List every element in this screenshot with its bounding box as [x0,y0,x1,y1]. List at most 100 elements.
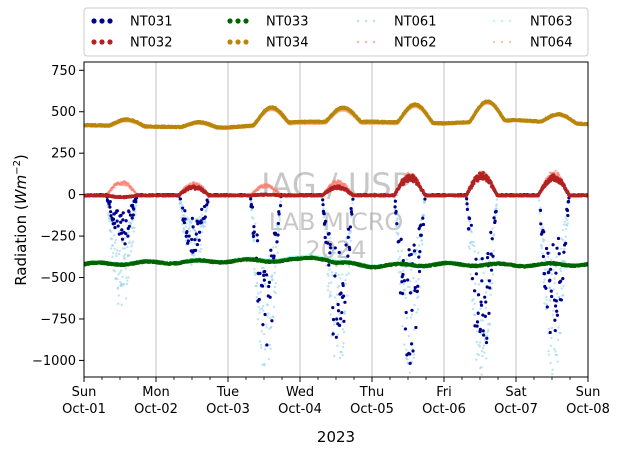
data-point [555,255,558,259]
data-point [260,307,264,310]
data-point [269,347,272,350]
data-point [405,316,409,320]
data-point [547,327,551,331]
data-point [338,356,342,360]
data-point [555,292,559,295]
data-point [111,251,115,255]
data-point [340,351,343,354]
data-point [331,248,335,251]
data-point [484,306,487,310]
data-point [398,224,401,228]
data-point [559,331,562,335]
data-point [415,280,418,283]
legend-marker [107,18,113,24]
legend-item-nt033: NT033 [227,15,308,30]
data-point [550,336,553,340]
data-point [182,228,186,231]
data-point [560,287,563,290]
data-point [418,244,421,247]
data-point [495,207,498,210]
data-point [548,299,551,302]
data-point [551,268,555,272]
data-point [276,225,280,229]
data-point [276,251,279,254]
data-point [255,296,258,299]
legend-label: NT034 [266,36,308,51]
data-point [478,341,482,344]
data-point [131,240,135,243]
data-point [267,357,271,361]
legend-item-nt062: NT062 [356,36,436,51]
data-point [397,250,400,253]
data-point [117,302,120,305]
data-point [117,252,121,256]
data-point [345,249,349,252]
data-point [117,294,121,297]
data-point [546,268,549,271]
data-point [415,248,419,252]
data-point [113,270,117,273]
data-point [117,273,120,276]
data-point [412,276,415,280]
data-point [198,216,201,219]
data-point [322,215,326,219]
data-point [271,278,274,281]
data-point [412,356,415,359]
data-point [184,225,188,228]
data-point [195,237,199,240]
data-point [257,305,261,309]
legend-label: NT033 [266,15,308,30]
legend-marker [235,39,241,45]
data-point [405,258,409,261]
data-point [346,294,349,297]
data-point [123,257,126,261]
data-point [566,224,569,227]
data-point [259,343,263,347]
data-point [537,199,541,202]
data-point [401,324,404,328]
data-point [484,291,488,294]
data-point [473,313,477,317]
data-point [263,348,267,351]
data-point [121,275,124,279]
watermark-line-2: LAB MICRO [269,208,404,236]
data-point [181,203,184,207]
data-point [279,200,282,203]
data-point [113,241,117,244]
data-point [405,348,408,351]
data-point [477,251,480,255]
data-point [263,364,266,367]
data-point [332,323,336,326]
data-point [479,319,483,322]
data-point [343,310,347,313]
data-point [560,247,563,250]
data-point [545,295,548,299]
data-point [277,229,280,233]
data-point [349,230,353,233]
data-point [124,267,127,270]
legend-marker [364,19,368,23]
legend-marker [492,19,496,23]
data-point [543,278,546,281]
data-point [549,344,553,347]
data-point [344,240,347,244]
data-point [189,230,192,233]
data-point [558,295,561,299]
data-point [491,227,494,230]
data-point [553,347,556,351]
data-point [330,281,333,284]
data-point [395,219,398,223]
data-point [475,358,478,361]
data-point [553,277,556,280]
data-point [115,254,118,258]
data-point [193,242,197,246]
data-point [423,200,426,204]
data-point [540,244,543,248]
data-point [201,231,204,234]
data-point [480,350,484,353]
data-point [272,316,275,319]
data-point [397,258,400,261]
data-point [325,264,328,267]
data-point [258,340,262,343]
data-point [473,302,477,305]
